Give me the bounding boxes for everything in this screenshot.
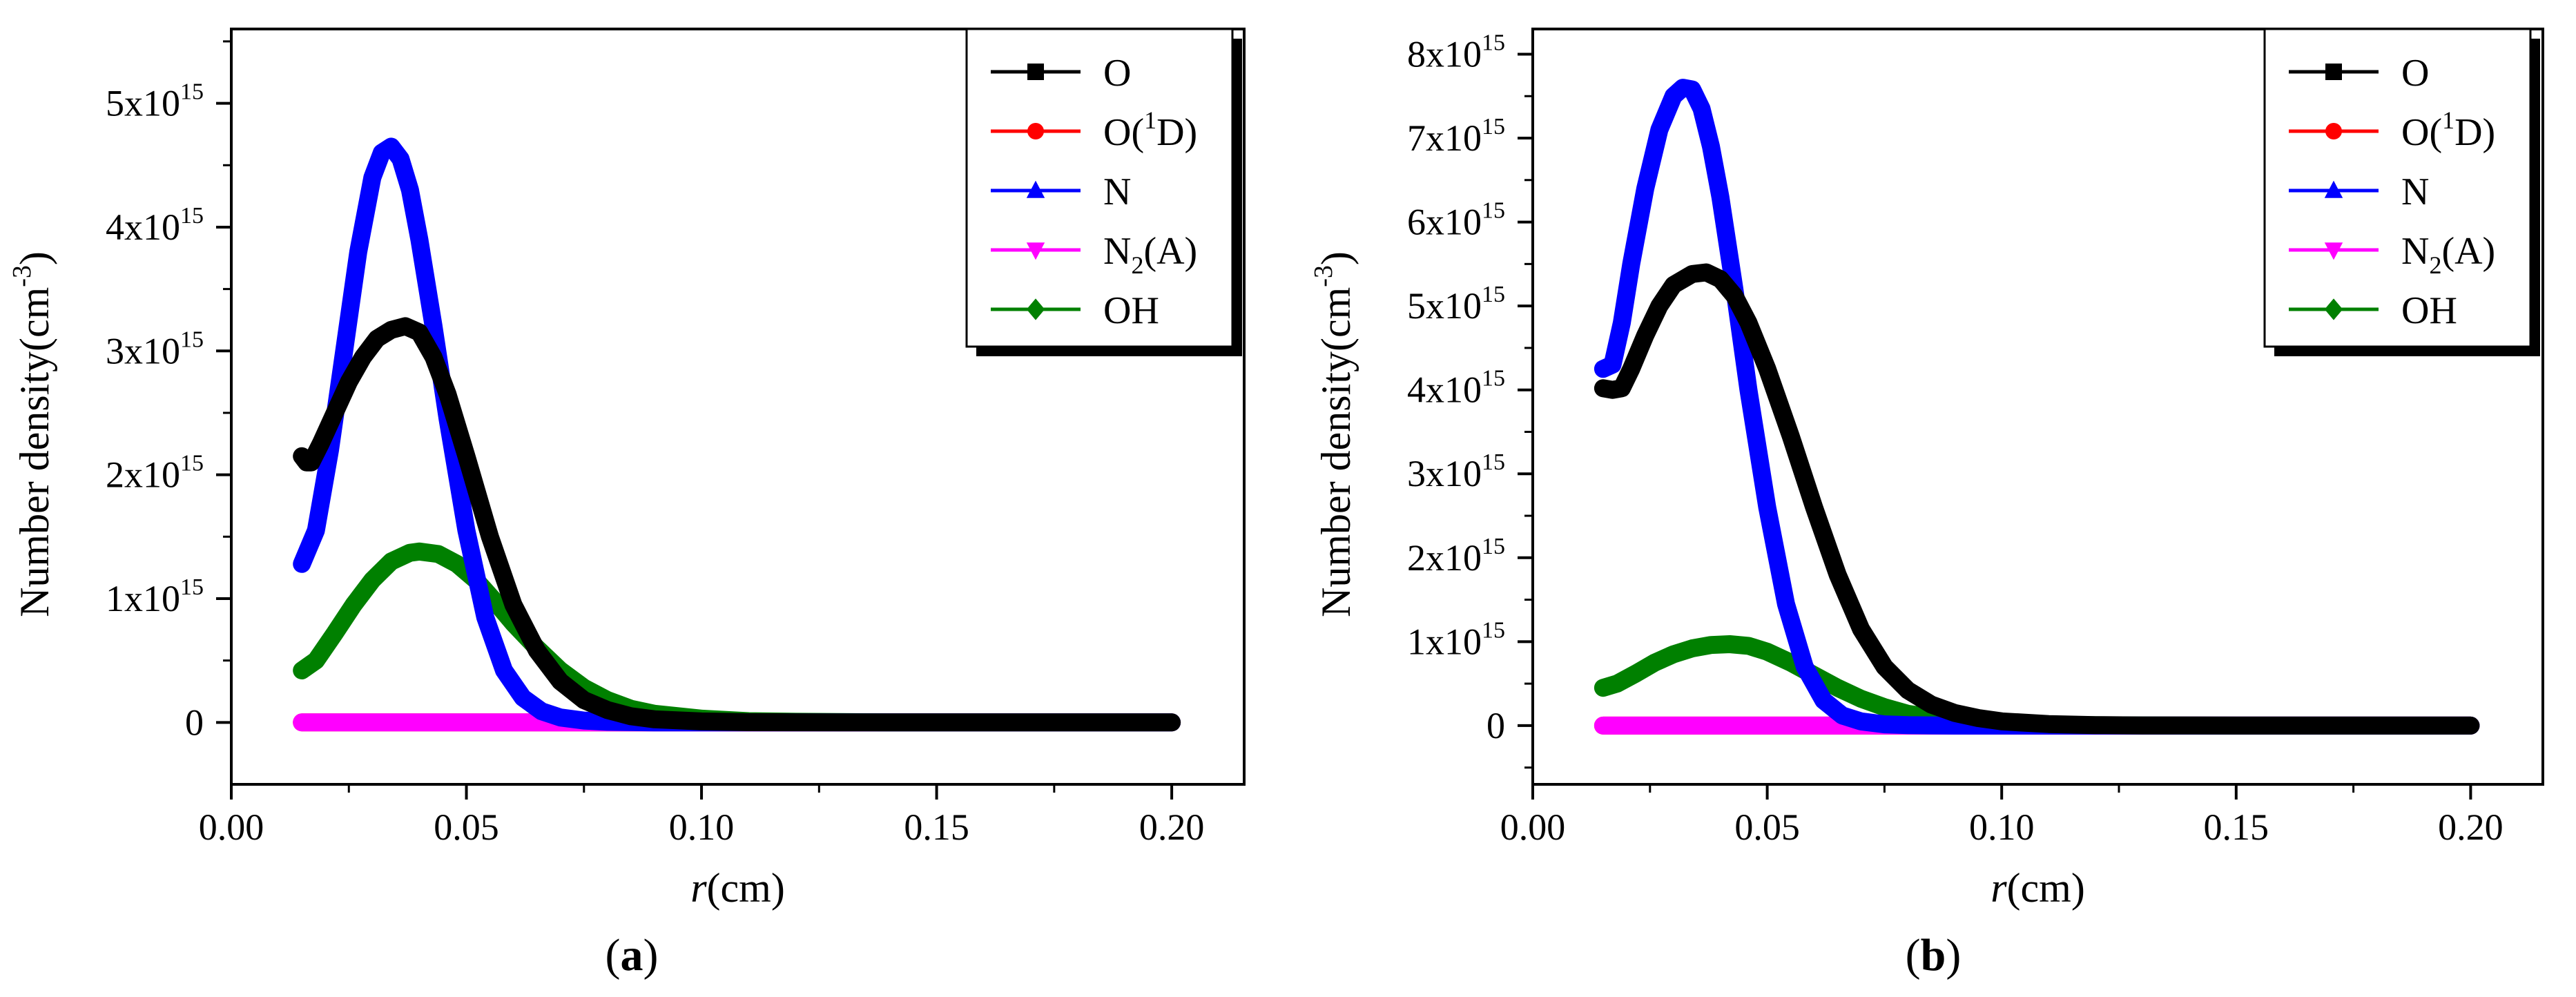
- legend-marker: [2325, 123, 2342, 139]
- legend-item: N: [991, 171, 1131, 213]
- legend-marker: [1027, 64, 1044, 80]
- series-line-oh: [293, 542, 1181, 732]
- legend: O O(1D) N N2(A) OH: [2263, 28, 2540, 356]
- chart-panel-a: 0.00 0.05 0.10 0.15 0.20 0 1x1015 2x1015 3x1015 4…: [8, 28, 1246, 980]
- legend-marker: [2324, 180, 2343, 198]
- series-line-n: [1594, 79, 2480, 735]
- data-layer: [1594, 79, 2480, 735]
- legend-item: O: [2289, 52, 2429, 95]
- legend-label: O: [1103, 52, 1131, 95]
- legend-marker: [2324, 242, 2343, 260]
- series-line-o: [1594, 263, 2480, 735]
- legend-label: OH: [1103, 289, 1159, 332]
- legend-label: N2(A): [1103, 230, 1197, 279]
- legend-item: N: [2289, 171, 2429, 213]
- legend-label: N: [2401, 171, 2429, 213]
- x-tick-label: 0.10: [1969, 806, 2035, 848]
- y-tick-label: 4x1015: [1407, 366, 1505, 411]
- legend-marker: [1026, 180, 1045, 198]
- legend-label: O: [2401, 52, 2429, 95]
- panel-label: (a): [606, 930, 659, 980]
- y-tick-label: 4x1015: [106, 203, 204, 248]
- plot-frame: [230, 28, 1246, 786]
- x-tick-label: 0.05: [1734, 806, 1800, 848]
- legend-marker: [2325, 64, 2342, 80]
- y-axis-label: Number density(cm-3): [8, 251, 57, 617]
- legend-item: N2(A): [991, 230, 1197, 279]
- y-tick-label: 0: [185, 701, 204, 743]
- series-line-oh: [1594, 635, 2480, 735]
- legend-item: OH: [991, 289, 1159, 332]
- y-tick-label: 7x1015: [1407, 114, 1505, 159]
- x-tick-label: 0.10: [669, 806, 735, 848]
- panel-label: (b): [1906, 930, 1962, 980]
- legend-marker: [1027, 123, 1044, 139]
- y-tick-label: 8x1015: [1407, 30, 1505, 75]
- y-tick-label: 5x1015: [106, 79, 204, 124]
- legend-item: O: [991, 52, 1131, 95]
- chart-panel-b: 0.00 0.05 0.10 0.15 0.20 0 1x1015 2x1015 3x1015 4…: [1309, 28, 2544, 980]
- y-tick-label: 2x1015: [106, 451, 204, 496]
- y-tick-label: 3x1015: [1407, 449, 1505, 494]
- x-tick-label: 0.20: [2438, 806, 2504, 848]
- legend-item: N2(A): [2289, 230, 2495, 279]
- x-axis-label: r(cm): [690, 865, 785, 911]
- legend-marker: [1026, 242, 1045, 260]
- legend-box: [965, 28, 1234, 348]
- legend-item: O(1D): [2289, 106, 2495, 154]
- data-layer: [293, 137, 1181, 732]
- plot-frame: [1531, 28, 2544, 786]
- x-tick-label: 0.20: [1139, 806, 1205, 848]
- x-tick-label: 0.15: [904, 806, 969, 848]
- x-axis-label: r(cm): [1991, 865, 2085, 911]
- y-tick-label: 1x1015: [1407, 617, 1505, 662]
- legend-label: O(1D): [2401, 106, 2495, 154]
- y-tick-label: 3x1015: [106, 327, 204, 371]
- legend-label: N: [1103, 171, 1131, 213]
- y-tick-label: 5x1015: [1407, 282, 1505, 327]
- y-tick-label: 0: [1486, 705, 1505, 746]
- legend-label: O(1D): [1103, 106, 1197, 154]
- legend-label: N2(A): [2401, 230, 2495, 279]
- legend-marker: [1026, 298, 1045, 320]
- legend: O O(1D) N N2(A) OH: [965, 28, 1242, 356]
- x-tick-label: 0.15: [2204, 806, 2269, 848]
- legend-label: OH: [2401, 289, 2457, 332]
- y-tick-label: 6x1015: [1407, 198, 1505, 243]
- y-axis-label: Number density(cm-3): [1309, 251, 1359, 617]
- y-tick-label: 2x1015: [1407, 534, 1505, 579]
- legend-box: [2263, 28, 2532, 348]
- y-tick-label: 1x1015: [106, 574, 204, 619]
- x-tick-label: 0.00: [1500, 806, 1566, 848]
- legend-item: O(1D): [991, 106, 1197, 154]
- x-tick-label: 0.00: [199, 806, 264, 848]
- x-tick-label: 0.05: [434, 806, 499, 848]
- legend-item: OH: [2289, 289, 2457, 332]
- series-line-o: [293, 317, 1181, 732]
